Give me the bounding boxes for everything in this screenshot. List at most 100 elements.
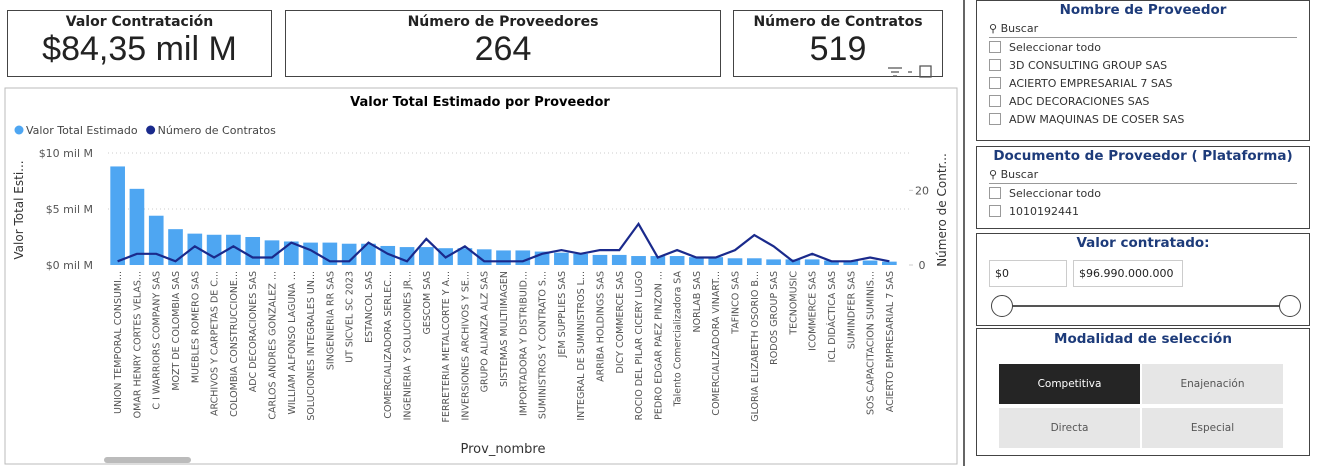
option-button[interactable]: Especial: [1142, 408, 1283, 448]
checkbox[interactable]: [989, 59, 1001, 71]
y-tick-label: $5 mil M: [46, 203, 93, 216]
bar: [746, 258, 762, 265]
slicer-item[interactable]: ADC DECORACIONES SAS: [989, 92, 1309, 110]
bar: [727, 258, 743, 265]
chart-panel: [4, 87, 958, 465]
x-tick-label: WILLIAM ALFONSO LAGUNA ...: [287, 271, 298, 415]
x-tick-label: FERRETERIA METALCORTE Y A...: [441, 271, 452, 423]
bar: [882, 261, 897, 265]
card-value: 264: [474, 30, 532, 68]
chart: Valor Total Estimado por Proveedor Prov_…: [4, 65, 958, 465]
x-tick-label: MUEBLES ROMERO SAS: [190, 271, 201, 383]
bar: [245, 237, 261, 265]
search-placeholder: Buscar: [1000, 168, 1039, 181]
slicer-item[interactable]: 3D CONSULTING GROUP SAS: [989, 56, 1309, 74]
bar: [496, 250, 511, 265]
card-title: Valor Contratación: [65, 14, 214, 30]
x-tick-label: ARCHIVOS Y CARPETAS DE C...: [210, 271, 221, 416]
checkbox[interactable]: [989, 205, 1001, 217]
bar: [631, 256, 646, 265]
x-tick-label: PEDRO EDGAR PAEZ PINZON ...: [653, 271, 664, 420]
slicer-item[interactable]: 1010192441: [989, 202, 1309, 220]
search-box[interactable]: ⚲ Buscar: [989, 168, 1297, 184]
slicer-title: Valor contratado:: [1076, 235, 1210, 251]
bar: [187, 233, 203, 265]
x-tick-label: SISTEMAS MULTIIMAGEN: [499, 271, 510, 387]
scrollbar[interactable]: [104, 457, 191, 463]
filter-icon[interactable]: [888, 67, 902, 77]
range-handle[interactable]: [991, 295, 1013, 317]
bar: [592, 254, 608, 265]
x-tick-label: COMERCIALIZADORA VINART...: [711, 271, 722, 416]
bar: [457, 248, 473, 265]
range-max[interactable]: $96.990.000.000: [1073, 260, 1183, 287]
slicer-item[interactable]: Seleccionar todo: [989, 38, 1309, 56]
item-label: ADW MAQUINAS DE COSER SAS: [1009, 112, 1185, 126]
x-tick-label: INVERSIONES ARCHIVOS Y SE...: [460, 271, 471, 420]
x-tick-label: JEM SUPPLIES SAS: [557, 271, 568, 358]
checkbox[interactable]: [989, 41, 1001, 53]
x-axis-label: Prov_nombre: [461, 442, 546, 457]
x-tick-label: SUMINDFER SAS: [846, 271, 857, 349]
bar: [689, 257, 704, 265]
card-value: 519: [809, 30, 867, 68]
option-button[interactable]: Competitiva: [999, 364, 1140, 404]
bar: [843, 260, 859, 265]
focus-icon[interactable]: [908, 65, 932, 78]
x-tick-label: Talento Comercializadora SA: [673, 270, 684, 407]
checkbox[interactable]: [989, 187, 1001, 199]
bar: [110, 166, 125, 265]
card-title: Número de Proveedores: [407, 14, 599, 30]
x-tick-label: SUMINISTROS Y CONTRATO S...: [538, 271, 549, 419]
x-tick-label: UNION TEMPORAL CONSUMI...: [113, 271, 124, 414]
x-tick-label: DICY COMMERCE SAS: [615, 271, 626, 373]
option-button[interactable]: Enajenación: [1142, 364, 1283, 404]
bar: [573, 253, 589, 265]
item-label: 1010192441: [1009, 204, 1079, 218]
x-tick-label: ROCIO DEL PILAR CICERY LUGO: [634, 271, 645, 420]
y2-tick-label: 20: [915, 184, 929, 197]
bar: [862, 260, 878, 265]
x-tick-label: NORLAB SAS: [692, 271, 703, 332]
slicer-item[interactable]: ACIERTO EMPRESARIAL 7 SAS: [989, 74, 1309, 92]
bar: [341, 243, 357, 265]
slicer-list: Seleccionar todo 3D CONSULTING GROUP SAS A…: [977, 38, 1309, 128]
x-tick-label: GESCOM SAS: [422, 271, 433, 334]
x-tick-label: INGENIERIA Y SOLUCIONES JR...: [403, 271, 414, 420]
legend-label: Valor Total Estimado: [26, 124, 138, 137]
bar: [708, 257, 724, 265]
option-button[interactable]: Directa: [999, 408, 1140, 448]
card-title: Número de Contratos: [753, 14, 923, 30]
bar: [361, 243, 376, 265]
y2-axis-label: Número de Contr...: [935, 153, 949, 267]
x-tick-label: CARLOS ANDRES GONZALEZ ...: [267, 271, 278, 420]
x-tick-label: TAFINCO SAS: [731, 271, 742, 335]
legend-marker: [14, 125, 24, 135]
slicer: Modalidad de selección Competitiva Enajen…: [976, 328, 1310, 456]
bar: [226, 234, 241, 265]
x-tick-label: COMERCIALIZADORA SERLEC...: [383, 271, 394, 419]
checkbox[interactable]: [989, 113, 1001, 125]
search-box[interactable]: ⚲ Buscar: [989, 22, 1297, 38]
x-tick-label: ACIERTO EMPRESARIAL 7 SAS: [885, 271, 896, 412]
slicer-item[interactable]: ADW MAQUINAS DE COSER SAS: [989, 110, 1309, 128]
x-tick-label: ICOMMERCE SAS: [808, 271, 819, 351]
bar: [611, 254, 627, 265]
bar: [669, 256, 685, 265]
bar: [148, 215, 164, 265]
slicer: Nombre de Proveedor ⚲ Buscar Seleccionar…: [976, 0, 1310, 141]
item-label: Seleccionar todo: [1009, 186, 1101, 200]
bar: [515, 250, 531, 265]
slicer-item[interactable]: Seleccionar todo: [989, 184, 1309, 202]
x-tick-label: SOS CAPACITACION SUMINIS...: [866, 271, 877, 415]
item-label: ADC DECORACIONES SAS: [1009, 94, 1150, 108]
checkbox[interactable]: [989, 77, 1001, 89]
line: [117, 221, 890, 263]
x-tick-label: COLOMBIA CONSTRUCCIONE...: [229, 271, 240, 417]
card-value: $84,35 mil M: [42, 30, 237, 68]
range-min[interactable]: $0: [989, 260, 1067, 287]
range-handle[interactable]: [1279, 295, 1301, 317]
x-tick-label: ARRIBA HOLDINGS SAS: [595, 271, 606, 382]
checkbox[interactable]: [989, 95, 1001, 107]
